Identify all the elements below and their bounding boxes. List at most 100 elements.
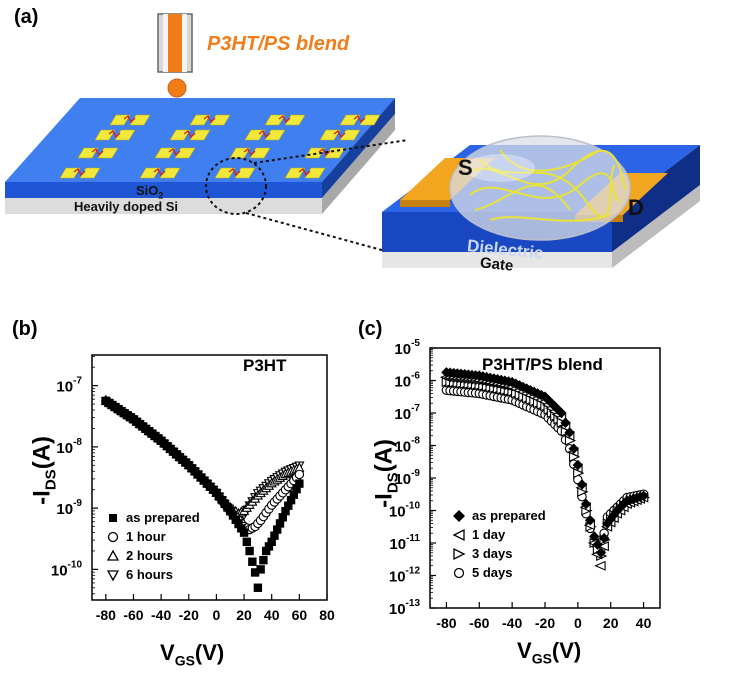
semiconductor-spot bbox=[353, 115, 366, 124]
zoomed-device bbox=[382, 135, 700, 268]
x-tick-label: -60 bbox=[469, 615, 489, 631]
y-tick-label: 10-9 bbox=[56, 498, 82, 518]
legend-item: 2 hours bbox=[106, 548, 200, 563]
x-tick-label: 0 bbox=[213, 607, 221, 623]
semiconductor-spot bbox=[108, 130, 121, 139]
data-point bbox=[592, 539, 603, 550]
x-tick-label: 40 bbox=[264, 607, 280, 623]
semiconductor-spot bbox=[123, 115, 136, 124]
data-point bbox=[528, 386, 540, 398]
legend-item: 5 days bbox=[452, 565, 546, 580]
open-triangle-right-icon bbox=[453, 547, 466, 560]
chart-c-legend: as prepared 1 day 3 days 5 days bbox=[452, 508, 546, 580]
data-point bbox=[278, 513, 287, 522]
device-pad-pair bbox=[77, 147, 119, 159]
data-point bbox=[253, 583, 263, 592]
data-point bbox=[261, 546, 271, 556]
panel-b-label: (b) bbox=[12, 318, 38, 340]
x-tick-label: -20 bbox=[179, 607, 199, 623]
data-point bbox=[597, 541, 609, 552]
drain-label: D bbox=[628, 195, 644, 220]
data-point bbox=[295, 479, 304, 488]
device-pad-pair bbox=[139, 167, 181, 179]
semiconductor-spot bbox=[91, 148, 104, 157]
data-point bbox=[294, 469, 305, 480]
data-point bbox=[615, 502, 626, 513]
data-point bbox=[264, 542, 274, 551]
y-tick-label: 10-12 bbox=[389, 566, 421, 586]
ink-droplet bbox=[167, 78, 187, 98]
x-tick-label: -40 bbox=[151, 607, 171, 623]
data-point bbox=[612, 505, 623, 516]
legend-item: 3 days bbox=[452, 546, 546, 561]
data-point bbox=[245, 546, 254, 556]
data-point bbox=[248, 557, 257, 566]
device-pad-pair bbox=[244, 129, 286, 141]
semiconductor-spot bbox=[333, 130, 346, 139]
data-point bbox=[267, 537, 276, 547]
data-point bbox=[594, 560, 606, 571]
data-point bbox=[228, 511, 238, 520]
chart-c-title: P3HT/PS blend bbox=[482, 355, 603, 374]
data-point bbox=[275, 519, 285, 528]
x-tick-label: 80 bbox=[319, 607, 335, 623]
device-pad-pair bbox=[214, 167, 256, 179]
data-point bbox=[286, 495, 296, 505]
open-triangle-up-icon bbox=[106, 549, 120, 561]
legend-item: as prepared bbox=[452, 508, 546, 523]
y-tick-label: 10-6 bbox=[394, 371, 420, 391]
data-point bbox=[226, 506, 235, 516]
data-point bbox=[595, 547, 607, 558]
zoom-circle bbox=[205, 157, 267, 215]
chart-c: -80 -60 -40 -20 0 20 40 10-13 10-12 10-11 10-10 10-… bbox=[389, 338, 661, 631]
data-point bbox=[289, 490, 299, 499]
semiconductor-spot bbox=[228, 168, 241, 177]
chart-c-xlabel: VGS(V) bbox=[517, 638, 582, 667]
y-tick-label: 10-8 bbox=[394, 436, 420, 456]
device-pad-pair bbox=[59, 167, 101, 179]
data-point bbox=[584, 515, 596, 526]
device-pad-pair bbox=[264, 114, 306, 126]
data-point bbox=[580, 498, 592, 510]
device-pad-pair bbox=[189, 114, 231, 126]
data-point bbox=[239, 528, 249, 537]
semiconductor-spot bbox=[203, 115, 216, 124]
y-tick-label: 10-7 bbox=[56, 376, 82, 396]
device-pad-pair bbox=[169, 129, 211, 141]
open-circle-icon bbox=[107, 531, 119, 542]
device-array bbox=[59, 114, 381, 179]
semiconductor-spot bbox=[243, 148, 256, 157]
y-tick-label: 10-7 bbox=[394, 403, 420, 423]
x-tick-label: 40 bbox=[636, 615, 652, 631]
semiconductor-spot bbox=[183, 130, 196, 139]
data-point bbox=[292, 484, 301, 494]
data-point bbox=[521, 383, 532, 394]
semiconductor-spot bbox=[258, 130, 271, 139]
semiconductor-spot bbox=[318, 148, 331, 157]
semiconductor-spot bbox=[278, 115, 291, 124]
semiconductor-spot bbox=[168, 148, 181, 157]
data-point bbox=[539, 391, 551, 402]
x-tick-label: 20 bbox=[603, 615, 619, 631]
data-point bbox=[638, 490, 649, 502]
legend-item: 6 hours bbox=[106, 567, 200, 582]
device-pad-pair bbox=[94, 129, 136, 141]
panel-a-illustration bbox=[5, 13, 700, 268]
open-triangle-down-icon bbox=[106, 569, 120, 581]
x-tick-label: 0 bbox=[574, 615, 582, 631]
data-point bbox=[250, 568, 260, 577]
gate-label: Gate bbox=[479, 254, 515, 275]
chart-b-xlabel: VGS(V) bbox=[160, 640, 225, 669]
x-tick-label: -40 bbox=[502, 615, 522, 631]
y-tick-label: 10-13 bbox=[389, 598, 421, 618]
y-tick-label: 10-9 bbox=[394, 468, 420, 488]
data-point bbox=[556, 407, 567, 419]
filled-square-icon bbox=[109, 513, 117, 522]
device-pad-pair bbox=[284, 167, 326, 179]
y-tick-label: 10-10 bbox=[389, 501, 421, 521]
data-point bbox=[259, 555, 268, 565]
legend-item: 1 hour bbox=[106, 529, 200, 544]
print-nozzle bbox=[157, 13, 193, 73]
data-point bbox=[568, 443, 579, 454]
si-label: Heavily doped Si bbox=[74, 199, 179, 214]
